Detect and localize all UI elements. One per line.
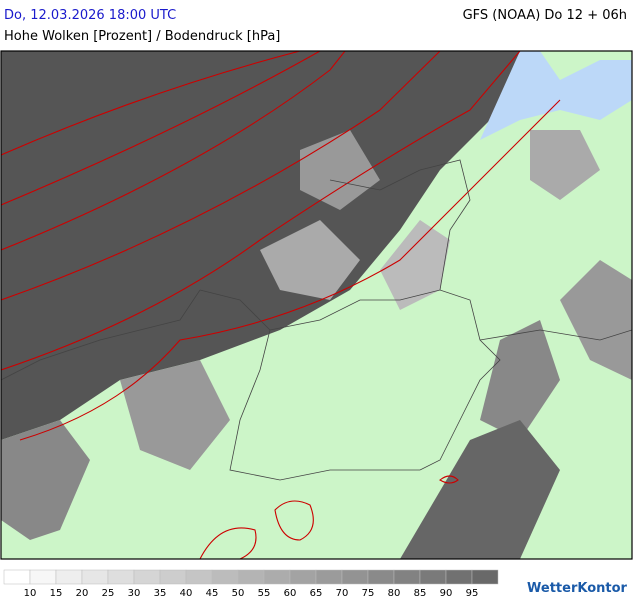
legend-swatch (29, 569, 57, 585)
legend-swatch (419, 569, 447, 585)
legend-swatch (159, 569, 187, 585)
legend-swatch (55, 569, 83, 585)
legend-label: 60 (284, 588, 297, 599)
date-label: Do, 12.03.2026 18:00 UTC (4, 8, 176, 23)
legend-label: 20 (76, 588, 89, 599)
legend-label: 10 (24, 588, 37, 599)
legend-label: 15 (50, 588, 63, 599)
legend-swatch (367, 569, 395, 585)
legend-swatch (237, 569, 265, 585)
legend-swatch (289, 569, 317, 585)
legend-swatch (341, 569, 369, 585)
legend-label: 90 (440, 588, 453, 599)
legend-label: 50 (232, 588, 245, 599)
legend-label: 55 (258, 588, 271, 599)
legend-swatch (263, 569, 291, 585)
legend-label: 45 (206, 588, 219, 599)
legend: 10 15 20 25 30 35 40 45 50 55 60 65 70 75 80 85 90 95 (3, 569, 499, 599)
model-label: GFS (NOAA) Do 12 + 06h (463, 8, 627, 23)
legend-swatch (211, 569, 239, 585)
legend-swatch (471, 569, 499, 585)
legend-swatch (445, 569, 473, 585)
legend-label: 40 (180, 588, 193, 599)
map (0, 50, 633, 560)
legend-label: 85 (414, 588, 427, 599)
legend-swatch (185, 569, 213, 585)
legend-swatch (3, 569, 31, 585)
legend-swatch (133, 569, 161, 585)
legend-label: 75 (362, 588, 375, 599)
legend-swatch (81, 569, 109, 585)
legend-swatch (107, 569, 135, 585)
legend-swatch (393, 569, 421, 585)
brand-logo: WetterKontor (527, 581, 628, 596)
legend-label: 30 (128, 588, 141, 599)
legend-label: 25 (102, 588, 115, 599)
legend-label: 80 (388, 588, 401, 599)
map-title: Hohe Wolken [Prozent] / Bodendruck [hPa] (4, 29, 280, 44)
legend-label: 35 (154, 588, 167, 599)
legend-label: 95 (466, 588, 479, 599)
legend-label: 70 (336, 588, 349, 599)
legend-swatch (315, 569, 343, 585)
legend-label: 65 (310, 588, 323, 599)
